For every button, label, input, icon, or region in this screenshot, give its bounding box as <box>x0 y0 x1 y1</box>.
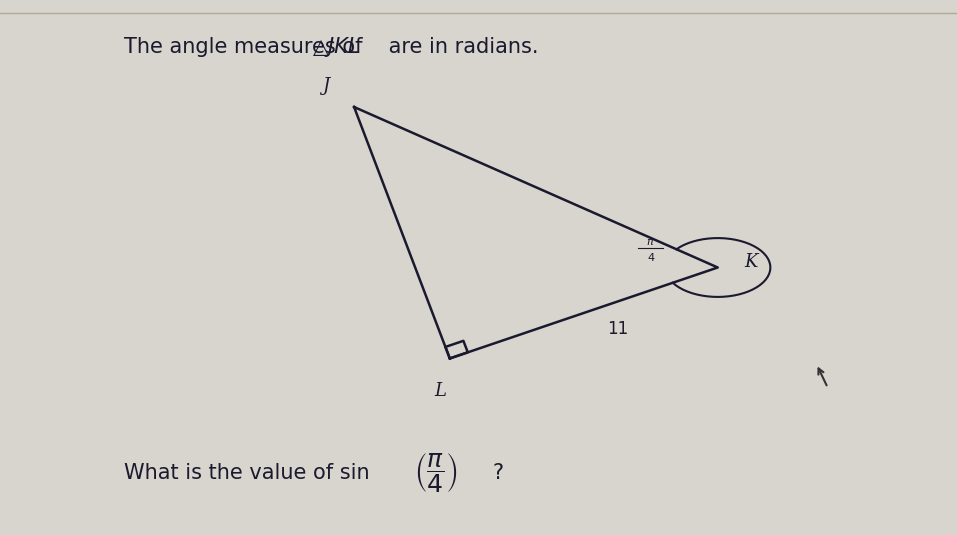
Text: 4: 4 <box>647 253 655 263</box>
Text: $\pi$: $\pi$ <box>646 237 656 247</box>
Text: J: J <box>322 77 329 95</box>
Text: ?: ? <box>493 463 504 484</box>
Text: 11: 11 <box>607 320 628 338</box>
Text: The angle measures of: The angle measures of <box>124 37 369 57</box>
Text: are in radians.: are in radians. <box>382 37 539 57</box>
Text: What is the value of sin: What is the value of sin <box>124 463 370 484</box>
Text: △JKL: △JKL <box>313 37 361 57</box>
Text: K: K <box>745 253 758 271</box>
Text: L: L <box>434 381 446 400</box>
Text: $\left(\dfrac{\pi}{4}\right)$: $\left(\dfrac{\pi}{4}\right)$ <box>414 452 458 495</box>
